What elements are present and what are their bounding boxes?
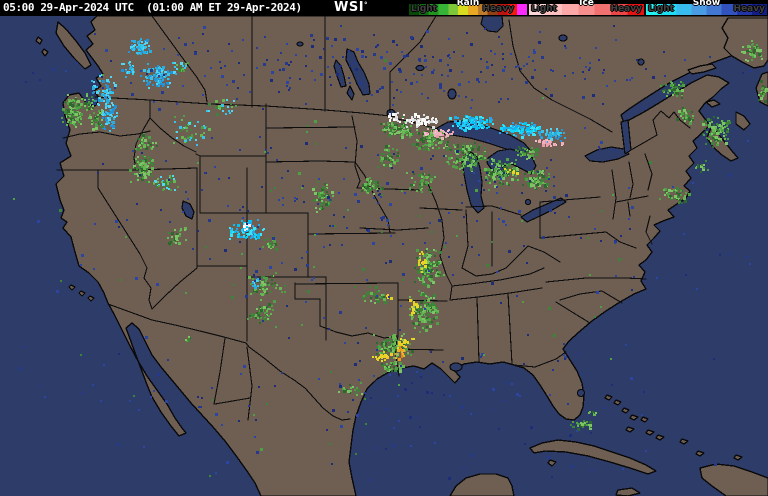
- channel-islands: [68, 284, 95, 302]
- state-borders-layer: [56, 16, 691, 421]
- legend-snow-gradient-bar: [646, 4, 767, 15]
- newfoundland: [721, 17, 768, 69]
- bahamas-islands: [604, 394, 743, 461]
- canada-lake-4: [637, 58, 645, 66]
- radar-echo-layer: [13, 25, 768, 481]
- canada-lake-1: [296, 41, 304, 47]
- yucatan-peninsula: [449, 473, 515, 496]
- midwest-state-borders: [359, 183, 529, 302]
- hispaniola: [699, 463, 768, 496]
- north-america-landmass: [55, 16, 768, 496]
- legend-ice-title: Ice: [579, 0, 594, 8]
- lake-st-clair: [524, 198, 532, 206]
- great-salt-lake: [181, 200, 195, 220]
- vancouver-island: [55, 21, 92, 70]
- legend-rain: Rain Light Heavy: [408, 0, 528, 16]
- legend-snow-light-label: Light: [648, 4, 674, 14]
- us-mexico-border: [107, 303, 351, 421]
- prince-edward-island: [705, 99, 721, 108]
- legend-rain-gradient-bar: [409, 4, 527, 15]
- lake-pontchartrain: [449, 362, 463, 372]
- legend-snow: Snow Light Heavy: [645, 0, 768, 16]
- canada-lake-2: [415, 64, 425, 72]
- legend-rain-light-label: Light: [411, 4, 437, 14]
- lake-manitoba: [346, 85, 355, 101]
- legend-ice-gradient-bar: [529, 4, 644, 15]
- legend-rain-title: Rain: [456, 0, 480, 8]
- header-bar: 05:00 29-Apr-2024 UTC (01:00 AM ET 29-Ap…: [0, 0, 768, 16]
- isle-of-youth: [547, 459, 557, 467]
- wsi-logo: WSI°: [334, 0, 368, 15]
- legend-ice-heavy-label: Heavy: [610, 4, 642, 14]
- timestamp-label: 05:00 29-Apr-2024 UTC (01:00 AM ET 29-Ap…: [3, 1, 302, 14]
- wsi-logo-degree: °: [364, 1, 369, 9]
- province-borders: [151, 16, 613, 133]
- st-lawrence-river: [620, 119, 632, 155]
- lake-ontario: [584, 146, 630, 163]
- lake-erie: [520, 197, 567, 223]
- precip-legend: Rain Light Heavy Ice Light Heavy Snow Li…: [408, 0, 768, 16]
- plains-state-borders: [265, 115, 421, 350]
- james-bay: [480, 16, 504, 33]
- wsi-logo-text: WSI: [334, 0, 365, 15]
- jamaica: [615, 487, 641, 496]
- cuba: [529, 439, 657, 475]
- cape-breton: [735, 111, 751, 131]
- lake-winnipeg: [345, 48, 371, 96]
- western-state-borders: [56, 99, 327, 342]
- northeast-state-borders: [527, 153, 653, 263]
- legend-ice-light-label: Light: [531, 4, 557, 14]
- lake-okeechobee: [576, 388, 586, 398]
- mexico-state-borders: [213, 337, 253, 421]
- legend-snow-title: Snow: [692, 0, 721, 8]
- radar-map: [0, 16, 768, 496]
- canada-lake-3: [558, 34, 568, 42]
- legend-ice: Ice Light Heavy: [528, 0, 645, 16]
- legend-rain-heavy-label: Heavy: [482, 4, 514, 14]
- lake-winnipegosis: [333, 59, 347, 88]
- legend-snow-heavy-label: Heavy: [733, 4, 765, 14]
- land-layer: [35, 16, 768, 496]
- haida-islands: [35, 36, 49, 57]
- anticosti-island: [687, 63, 717, 75]
- lake-nipigon: [447, 88, 457, 100]
